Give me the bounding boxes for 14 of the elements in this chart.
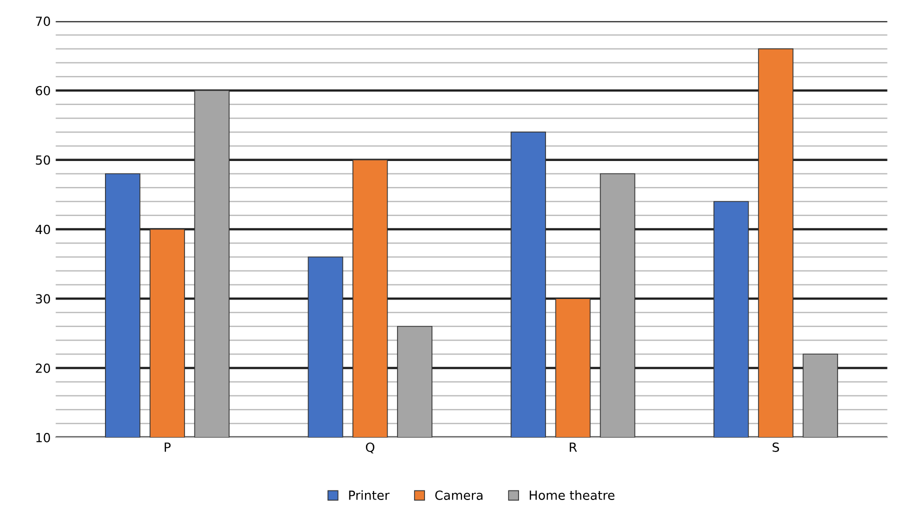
x-tick-label: S <box>772 442 780 452</box>
legend-label: Home theatre <box>530 490 614 500</box>
x-tick-label: P <box>164 442 171 452</box>
y-tick-label: 70 <box>36 16 50 26</box>
x-tick-label: Q <box>366 442 374 454</box>
y-tick-label: 20 <box>36 363 50 373</box>
y-tick-label: 40 <box>36 224 50 234</box>
y-tick-label: 60 <box>36 86 50 96</box>
x-tick-label: R <box>570 442 577 452</box>
legend-label: Camera <box>435 490 482 500</box>
y-tick-label: 30 <box>36 294 50 304</box>
y-tick-label: 50 <box>36 155 50 165</box>
legend-label: Printer <box>349 490 390 500</box>
y-tick-label: 10 <box>36 432 50 442</box>
